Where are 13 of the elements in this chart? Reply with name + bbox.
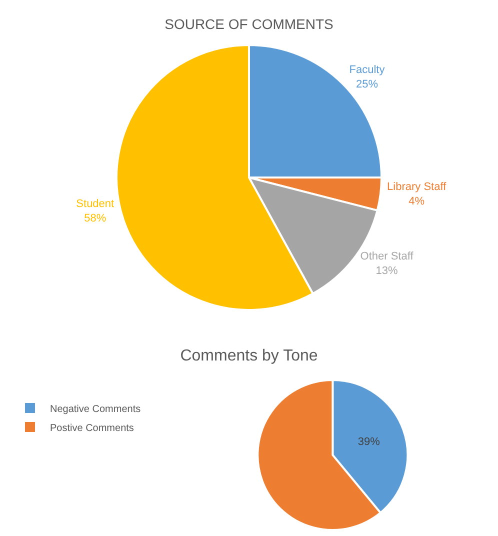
data-label: 58% — [84, 212, 106, 224]
data-label: 4% — [408, 195, 425, 208]
legend-label: Negative Comments — [50, 404, 141, 415]
chart-title: Comments by Tone — [180, 347, 318, 364]
slice-label: Faculty — [349, 64, 386, 76]
slice-label: Library Staff — [387, 181, 448, 194]
data-label: 39% — [358, 436, 380, 448]
slice-label: Other Staff — [360, 250, 414, 262]
slice-label: Student — [76, 198, 114, 210]
chart-title: SOURCE OF COMMENTS — [164, 16, 334, 32]
legend-label: Postive Comments — [50, 422, 134, 434]
data-label: 13% — [376, 264, 398, 277]
data-label: 25% — [356, 78, 378, 90]
